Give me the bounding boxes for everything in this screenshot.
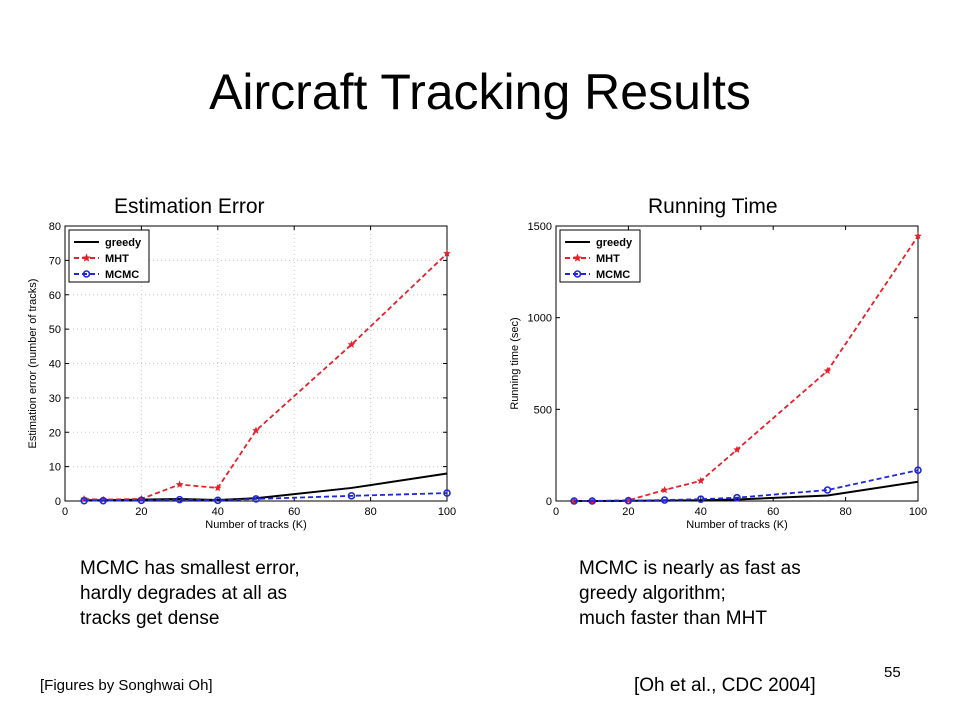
legend-label-greedy: greedy <box>596 237 633 249</box>
data-point-mcmc <box>697 495 705 503</box>
citation: [Oh et al., CDC 2004] <box>634 675 816 696</box>
y-tick-label: 1500 <box>528 221 552 233</box>
data-point-mht <box>347 340 356 348</box>
x-tick-label: 60 <box>767 506 779 518</box>
left-caption-line: MCMC has smallest error, <box>80 558 300 579</box>
estimation-error-heading: Estimation Error <box>114 195 265 218</box>
y-tick-label: 80 <box>49 221 61 233</box>
x-axis-label: Number of tracks (K) <box>686 519 787 531</box>
x-tick-label: 80 <box>364 506 376 518</box>
data-point-mcmc <box>914 466 922 475</box>
legend-label-mcmc: MCMC <box>596 269 630 281</box>
y-tick-label: 0 <box>55 496 61 508</box>
data-point-mcmc <box>175 495 184 504</box>
y-tick-label: 20 <box>49 427 61 439</box>
data-point-mcmc <box>570 497 578 505</box>
data-point-mht <box>214 483 222 492</box>
x-tick-label: 20 <box>622 506 634 518</box>
y-tick-label: 500 <box>534 404 552 416</box>
series-line-mht <box>84 252 448 501</box>
data-point-mht <box>914 232 922 240</box>
legend-marker-mcmc <box>82 270 91 278</box>
y-tick-label: 60 <box>49 290 61 302</box>
x-tick-label: 40 <box>695 506 707 518</box>
x-tick-label: 60 <box>288 506 300 518</box>
legend-label-mcmc: MCMC <box>105 269 139 281</box>
left-caption: MCMC has smallest error, hardly degrades… <box>80 556 300 631</box>
right-caption: MCMC is nearly as fast as greedy algorit… <box>579 556 801 631</box>
data-point-mcmc <box>733 493 741 502</box>
legend-label-greedy: greedy <box>105 237 142 249</box>
figure-credit: [Figures by Songhwai Oh] <box>40 677 213 694</box>
y-tick-label: 10 <box>49 462 61 474</box>
legend-marker-mht <box>573 253 582 262</box>
data-point-mht <box>443 249 451 257</box>
x-tick-label: 0 <box>62 506 68 518</box>
legend-marker-mht <box>82 253 91 262</box>
x-tick-label: 100 <box>909 506 927 518</box>
x-tick-label: 0 <box>553 506 559 518</box>
y-axis-label: Running time (sec) <box>509 317 521 409</box>
y-axis-label: Estimation error (number of tracks) <box>27 279 39 449</box>
estimation-error-chart: 0 20 40 60 80 100 0 10 20 30 40 50 60 70 80 Number of t… <box>27 221 456 531</box>
left-caption-line: tracks get dense <box>80 608 220 629</box>
data-point-mcmc <box>80 496 88 505</box>
x-tick-label: 100 <box>438 506 456 518</box>
data-point-mcmc <box>137 496 146 505</box>
y-tick-label: 0 <box>546 496 552 508</box>
data-point-mcmc <box>347 492 356 500</box>
data-point-mht <box>660 486 669 494</box>
data-point-mcmc <box>624 496 633 505</box>
y-tick-label: 30 <box>49 393 61 405</box>
data-point-mcmc <box>214 496 222 505</box>
y-tick-label: 70 <box>49 255 61 267</box>
data-point-mcmc <box>660 496 669 504</box>
series-line-greedy <box>84 472 448 502</box>
right-caption-line: much faster than MHT <box>579 608 767 629</box>
x-tick-label: 40 <box>212 506 224 518</box>
data-point-mht <box>175 480 184 488</box>
data-point-mht <box>733 445 741 453</box>
data-point-mht <box>823 366 832 375</box>
y-tick-label: 50 <box>49 324 61 336</box>
running-time-heading: Running Time <box>648 195 778 218</box>
x-axis-label: Number of tracks (K) <box>205 519 306 531</box>
data-point-mcmc <box>99 496 107 505</box>
data-point-mcmc <box>588 497 596 505</box>
legend-label-mht: MHT <box>596 253 620 265</box>
data-point-mht <box>697 476 705 485</box>
right-caption-line: greedy algorithm; <box>579 583 726 604</box>
left-caption-line: hardly degrades at all as <box>80 583 288 604</box>
series-line-mcmc <box>84 492 448 502</box>
data-point-mcmc <box>823 486 832 494</box>
y-tick-label: 40 <box>49 359 61 371</box>
right-caption-line: MCMC is nearly as fast as <box>579 558 801 579</box>
data-point-mht <box>252 426 260 434</box>
page-number: 55 <box>884 664 901 681</box>
x-tick-label: 20 <box>135 506 147 518</box>
y-tick-label: 1000 <box>528 313 552 325</box>
data-point-mcmc <box>252 495 260 503</box>
legend-marker-mcmc <box>573 270 582 278</box>
data-point-mcmc <box>443 489 451 497</box>
legend-label-mht: MHT <box>105 253 129 265</box>
slide-title: Aircraft Tracking Results <box>209 64 751 120</box>
series-line-mcmc <box>574 469 919 502</box>
x-tick-label: 80 <box>839 506 851 518</box>
